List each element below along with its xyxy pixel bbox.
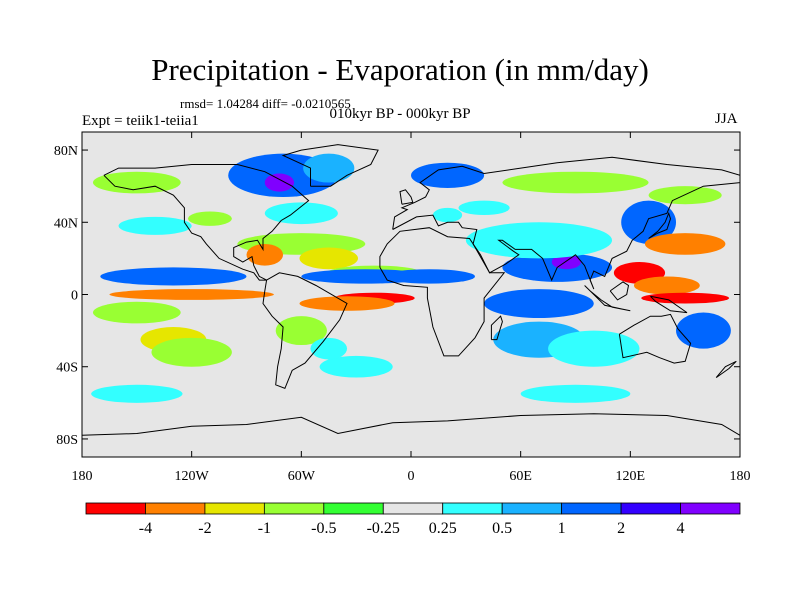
lon-tick-label: 120E xyxy=(616,469,646,484)
colorbar-label: 1 xyxy=(558,520,566,537)
season-label: JJA xyxy=(715,111,738,127)
field-region-cyan xyxy=(310,337,348,360)
coast-indonesia xyxy=(584,285,631,312)
field-region-cyan xyxy=(458,200,510,216)
colorbar-label: -0.25 xyxy=(367,520,400,537)
lat-tick-label: 80N xyxy=(54,144,78,159)
lat-tick-label: 40N xyxy=(54,216,78,231)
chart-title: Precipitation - Evaporation (in mm/day) xyxy=(151,52,649,87)
field-region-cyan xyxy=(264,202,338,225)
colorbar-swatch xyxy=(323,502,384,515)
colorbar-swatch xyxy=(145,502,206,515)
colorbar-swatch xyxy=(85,502,146,515)
coast-japan xyxy=(648,211,672,239)
field-region-blue xyxy=(411,162,485,188)
coast-africa xyxy=(379,227,506,357)
coast-antarctica xyxy=(82,413,740,436)
colorbar-swatch xyxy=(263,502,325,515)
coast-south-america xyxy=(262,272,348,390)
field-region-cyan xyxy=(91,384,183,403)
stats-line: rmsd= 1.04284 diff= -0.0210565 xyxy=(180,96,351,111)
field-region-orange xyxy=(633,276,700,295)
field-region-green xyxy=(151,337,232,367)
lon-tick-label: 120W xyxy=(175,469,210,484)
lat-tick-label: 0 xyxy=(71,289,78,304)
coastlines xyxy=(82,144,740,436)
field-region-orange xyxy=(644,233,726,255)
coast-new-guinea xyxy=(650,295,688,314)
lon-tick-label: 180 xyxy=(730,469,751,484)
field-region-lightblue xyxy=(303,153,355,183)
field-region-green xyxy=(188,211,232,226)
field-region-purple xyxy=(264,173,295,192)
coast-greenland xyxy=(281,144,379,187)
field-region-blue xyxy=(100,267,247,286)
lon-tick-label: 0 xyxy=(408,469,415,484)
field-region-cyan xyxy=(520,384,631,403)
colorbar-label: -2 xyxy=(198,520,211,537)
colorbar-label: -4 xyxy=(139,520,152,537)
coast-madagascar xyxy=(490,315,503,341)
colorbar-label: -1 xyxy=(258,520,271,537)
field-region-blue xyxy=(676,312,731,349)
field-region-cyan xyxy=(432,207,463,223)
coast-new-zealand xyxy=(715,360,737,379)
lon-tick-label: 60E xyxy=(509,469,532,484)
field-region-blue xyxy=(383,269,475,284)
colorbar-swatch xyxy=(620,502,681,515)
field-region-orange xyxy=(109,289,274,300)
colorbar-swatch xyxy=(204,502,265,515)
field-region-cyan xyxy=(548,330,640,367)
field-region-green xyxy=(502,171,649,194)
colorbar-swatch xyxy=(382,502,444,515)
field-region-red xyxy=(641,292,730,304)
field-region-cyan xyxy=(465,222,613,259)
chart-subtitle: 010kyr BP - 000kyr BP xyxy=(329,106,471,122)
lon-tick-label: 180 xyxy=(72,469,93,484)
field-region-cyan xyxy=(118,216,192,235)
colorbar-swatch xyxy=(501,502,563,515)
colorbar: -4 -2 -1 -0.5 -0.25 0.25 0.5 1 2 4 xyxy=(85,502,741,537)
colorbar-label: 0.25 xyxy=(429,520,457,537)
field-region-green xyxy=(275,316,327,346)
axis-ticks: 80N 40N 0 40S 80S 180 120W 60W 0 60E 120E 180 xyxy=(54,132,751,484)
coast-north-america xyxy=(103,164,310,281)
field-region-orange xyxy=(246,243,284,266)
field-region-cyan xyxy=(319,355,393,378)
colorbar-label: 4 xyxy=(677,520,685,537)
coast-uk xyxy=(399,189,414,205)
coast-borneo xyxy=(609,281,630,301)
colorbar-swatch xyxy=(561,502,622,515)
colorbar-label: 2 xyxy=(617,520,625,537)
field-region-yellow xyxy=(299,247,358,270)
field-region-green xyxy=(92,301,181,324)
lat-tick-label: 40S xyxy=(56,361,78,376)
lon-tick-label: 60W xyxy=(288,469,316,484)
field-region-green xyxy=(92,171,181,194)
field-region-blue xyxy=(621,200,677,244)
lat-tick-label: 80S xyxy=(56,433,78,448)
colorbar-label: -0.5 xyxy=(311,520,336,537)
coast-australia xyxy=(618,313,692,364)
experiment-label: Expt = teiik1-teiia1 xyxy=(82,113,199,129)
field-region-blue xyxy=(484,289,594,318)
coast-eurasia xyxy=(392,156,740,290)
colorbar-swatch xyxy=(442,502,503,515)
colorbar-label: 0.5 xyxy=(492,520,512,537)
colorbar-swatch xyxy=(680,502,741,515)
